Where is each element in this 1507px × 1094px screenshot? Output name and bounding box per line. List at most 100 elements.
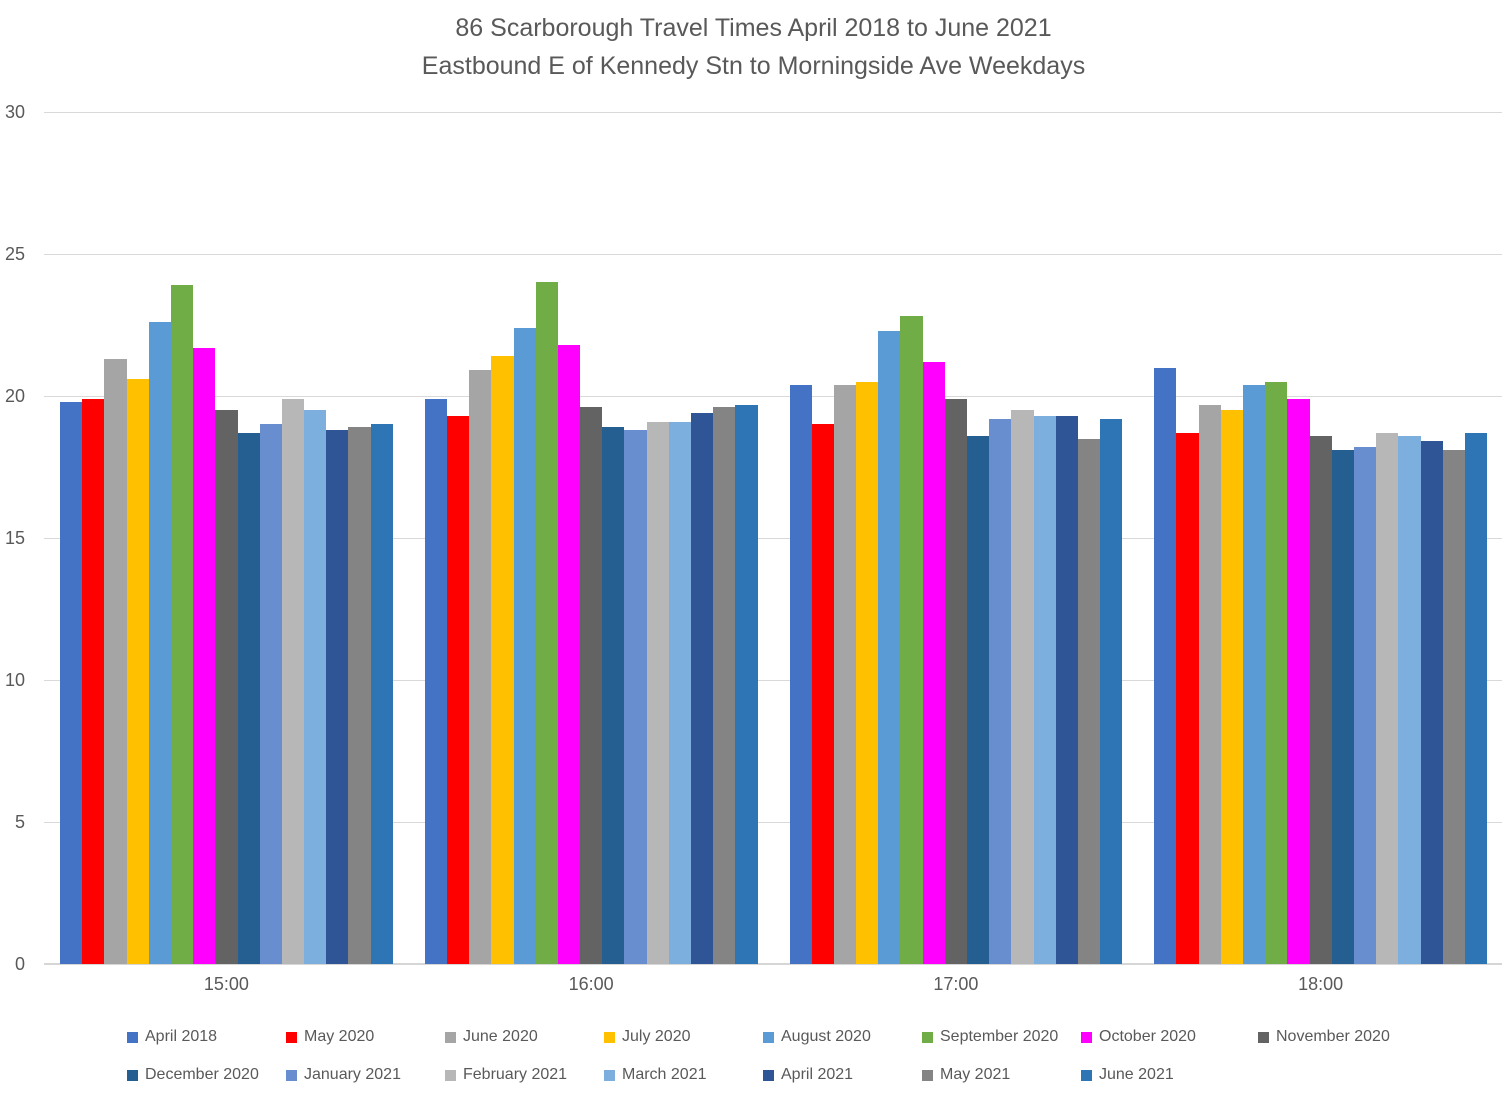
legend-label: January 2021 [304, 1066, 401, 1083]
legend-swatch-icon [1258, 1031, 1269, 1043]
legend-item: May 2021 [922, 1062, 1081, 1088]
bar [1265, 381, 1288, 964]
legend-label: May 2021 [940, 1066, 1011, 1083]
bar [1077, 438, 1101, 964]
bar [424, 398, 447, 964]
bar [1398, 435, 1421, 964]
gridline [44, 395, 1502, 398]
legend-item: September 2020 [922, 1024, 1081, 1050]
legend-swatch-icon [763, 1069, 774, 1081]
y-axis-tick-label: 30 [4, 102, 25, 122]
bar [370, 424, 393, 964]
y-axis-tick-label: 25 [4, 243, 25, 264]
legend-item: October 2020 [1081, 1024, 1258, 1050]
bar-group-1500: 15:00 [60, 112, 393, 994]
legend-swatch-icon [286, 1031, 297, 1043]
bar [215, 410, 238, 964]
bar [1100, 418, 1123, 964]
bar [446, 415, 470, 964]
bar [1287, 398, 1310, 964]
legend-label: April 2018 [145, 1028, 218, 1045]
bar [967, 435, 990, 964]
legend-label: June 2021 [1099, 1066, 1174, 1083]
bar [1442, 449, 1465, 964]
x-axis-label: 16:00 [568, 974, 614, 994]
bar [326, 430, 349, 964]
bar [237, 432, 260, 964]
legend-item: April 2018 [127, 1024, 286, 1050]
legend: April 2018 May 2020 June 2020 July 2020 Augu… [127, 1024, 1390, 1088]
bar [1176, 432, 1199, 964]
bar [348, 427, 371, 964]
bar [60, 401, 83, 964]
x-axis-label: 17:00 [933, 974, 979, 994]
bar [170, 285, 194, 964]
x-axis-label: 15:00 [203, 974, 249, 994]
bar [104, 359, 127, 964]
bar [259, 424, 282, 964]
bar [1011, 410, 1034, 964]
legend-item: January 2021 [286, 1062, 445, 1088]
bar [878, 330, 901, 964]
bar-group-1700: 17:00 [789, 112, 1123, 994]
legend-item: December 2020 [127, 1062, 286, 1088]
plot-area: 0 5 10 15 20 25 30 15:00 16:00 17:00 18:00 [5, 102, 1502, 994]
gridline [44, 537, 1502, 539]
bar [126, 378, 149, 964]
legend-label: December 2020 [145, 1066, 259, 1083]
bar [989, 418, 1012, 964]
legend-item: July 2020 [604, 1024, 763, 1050]
legend-swatch-icon [127, 1031, 138, 1043]
bar [1154, 367, 1177, 964]
bar-group-1600: 16:00 [424, 112, 758, 994]
legend-swatch-icon [127, 1069, 138, 1081]
bar [513, 327, 536, 964]
legend-label: March 2021 [622, 1066, 707, 1083]
y-axis-tick-label: 15 [4, 528, 25, 548]
bar [1464, 432, 1488, 964]
chart-title-line1: 86 Scarborough Travel Times April 2018 t… [455, 14, 1052, 42]
chart-title: 86 Scarborough Travel Times April 2018 t… [0, 9, 1507, 85]
legend-swatch-icon [604, 1069, 615, 1081]
bar [713, 407, 736, 964]
bar [1220, 410, 1243, 964]
legend-swatch-icon [445, 1069, 456, 1081]
legend-label: October 2020 [1099, 1028, 1196, 1045]
bar [900, 316, 923, 964]
x-axis-label: 18:00 [1298, 974, 1344, 994]
x-axis-line [44, 963, 1502, 965]
bar [1055, 415, 1078, 964]
y-axis-tick-label: 5 [14, 812, 25, 832]
legend-label: August 2020 [781, 1028, 871, 1045]
bar [1353, 447, 1377, 964]
bar [535, 282, 558, 964]
legend-item: November 2020 [1258, 1024, 1390, 1050]
bar [1376, 432, 1399, 964]
legend-item: June 2021 [1081, 1062, 1258, 1088]
gridline [44, 111, 1502, 113]
bar [1198, 404, 1221, 964]
bar [624, 430, 647, 964]
y-axis-tick-label: 10 [4, 669, 25, 690]
legend-item: February 2021 [445, 1062, 604, 1088]
bar [691, 413, 714, 964]
bar [1420, 441, 1443, 964]
legend-swatch-icon [445, 1031, 456, 1043]
bar [646, 421, 669, 964]
y-axis-tick-label: 0 [14, 954, 25, 974]
bar [304, 410, 327, 964]
legend-swatch-icon [1081, 1031, 1092, 1043]
legend-swatch-icon [286, 1069, 297, 1081]
bar [1331, 449, 1354, 964]
bar [735, 404, 758, 964]
bar [811, 424, 834, 964]
bar-groups: 15:00 16:00 17:00 18:00 [60, 112, 1488, 994]
legend-swatch-icon [604, 1031, 615, 1043]
chart-title-line2: Eastbound E of Kennedy Stn to Morningsid… [421, 52, 1086, 80]
legend-swatch-icon [1081, 1069, 1092, 1081]
bar [668, 421, 691, 964]
bar [922, 361, 945, 964]
bar [856, 381, 879, 964]
bar [469, 370, 492, 964]
bar [1033, 415, 1056, 964]
